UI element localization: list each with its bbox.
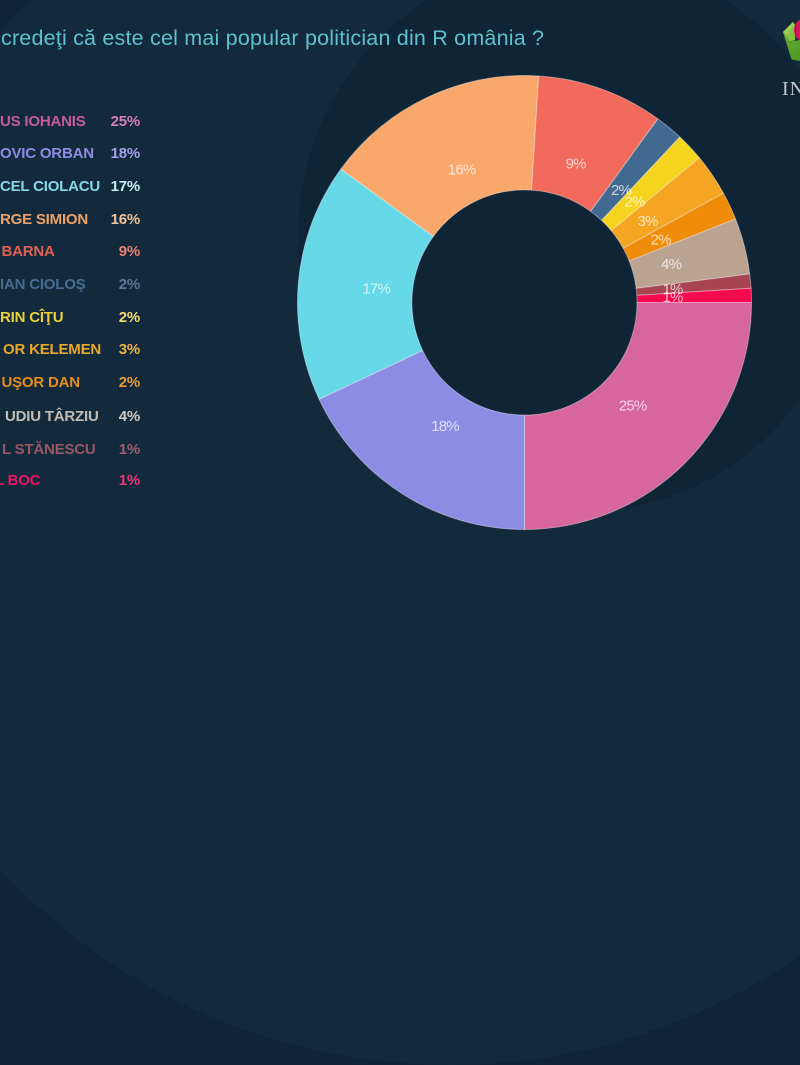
svg-text:18%: 18% bbox=[431, 418, 459, 435]
svg-text:4%: 4% bbox=[661, 256, 682, 273]
svg-text:17%: 17% bbox=[362, 281, 390, 298]
svg-text:2%: 2% bbox=[624, 193, 645, 210]
svg-text:2%: 2% bbox=[611, 182, 632, 199]
svg-text:1%: 1% bbox=[662, 289, 683, 306]
svg-text:25%: 25% bbox=[619, 398, 647, 415]
svg-text:3%: 3% bbox=[638, 213, 659, 230]
svg-text:2%: 2% bbox=[651, 232, 672, 249]
svg-text:9%: 9% bbox=[566, 155, 587, 172]
svg-text:16%: 16% bbox=[448, 162, 476, 179]
svg-text:1%: 1% bbox=[662, 281, 683, 298]
